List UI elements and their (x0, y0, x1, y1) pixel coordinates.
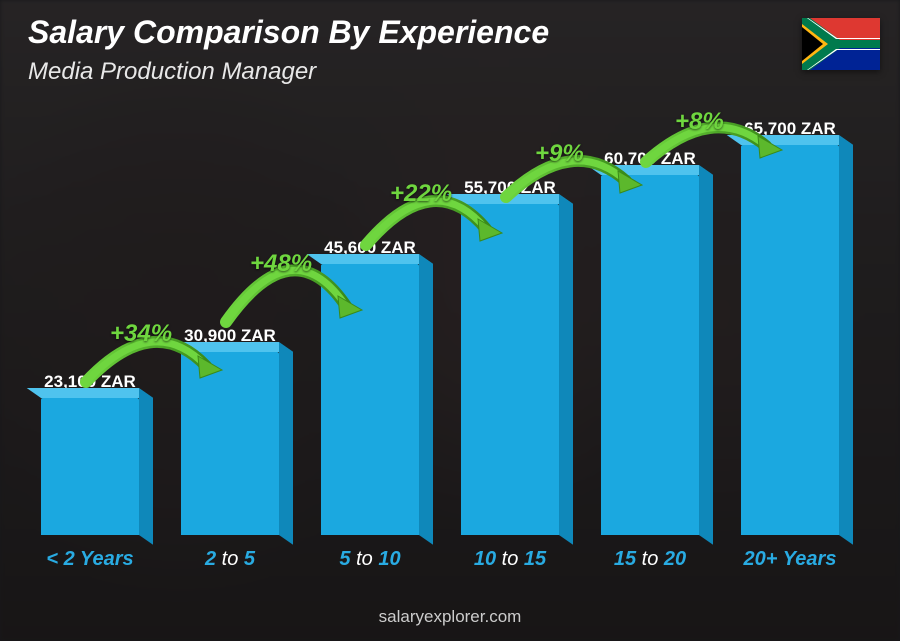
x-axis-label: 2 to 5 (160, 548, 300, 571)
bar-group: 65,700 ZAR (720, 119, 860, 535)
footer-credit: salaryexplorer.com (0, 607, 900, 627)
growth-percent-label: +9% (535, 140, 584, 168)
x-axis-label: 20+ Years (720, 548, 860, 571)
bar-chart: 23,100 ZAR30,900 ZAR45,600 ZAR55,700 ZAR… (20, 90, 860, 571)
bar-group: 30,900 ZAR (160, 326, 300, 535)
x-axis-labels: < 2 Years2 to 55 to 1010 to 1515 to 2020… (20, 548, 860, 571)
x-axis-label: 5 to 10 (300, 548, 440, 571)
bar (181, 352, 279, 535)
bar-group: 23,100 ZAR (20, 372, 160, 535)
content-root: Salary Comparison By Experience Media Pr… (0, 0, 900, 641)
bar (601, 175, 699, 535)
growth-percent-label: +34% (110, 320, 172, 348)
bar-group: 45,600 ZAR (300, 238, 440, 535)
x-axis-label: 15 to 20 (580, 548, 720, 571)
bar-group: 55,700 ZAR (440, 178, 580, 535)
flag-south-africa (802, 18, 880, 70)
bar (41, 398, 139, 535)
x-axis-label: 10 to 15 (440, 548, 580, 571)
growth-percent-label: +48% (250, 250, 312, 278)
bar (741, 145, 839, 535)
page-title: Salary Comparison By Experience (28, 14, 549, 51)
flag-icon (802, 18, 880, 70)
bars-container: 23,100 ZAR30,900 ZAR45,600 ZAR55,700 ZAR… (20, 90, 860, 535)
growth-percent-label: +22% (390, 180, 452, 208)
bar (321, 264, 419, 535)
x-axis-label: < 2 Years (20, 548, 160, 571)
bar (461, 204, 559, 535)
bar-group: 60,700 ZAR (580, 149, 720, 535)
growth-percent-label: +8% (675, 108, 724, 136)
page-subtitle: Media Production Manager (28, 58, 316, 86)
